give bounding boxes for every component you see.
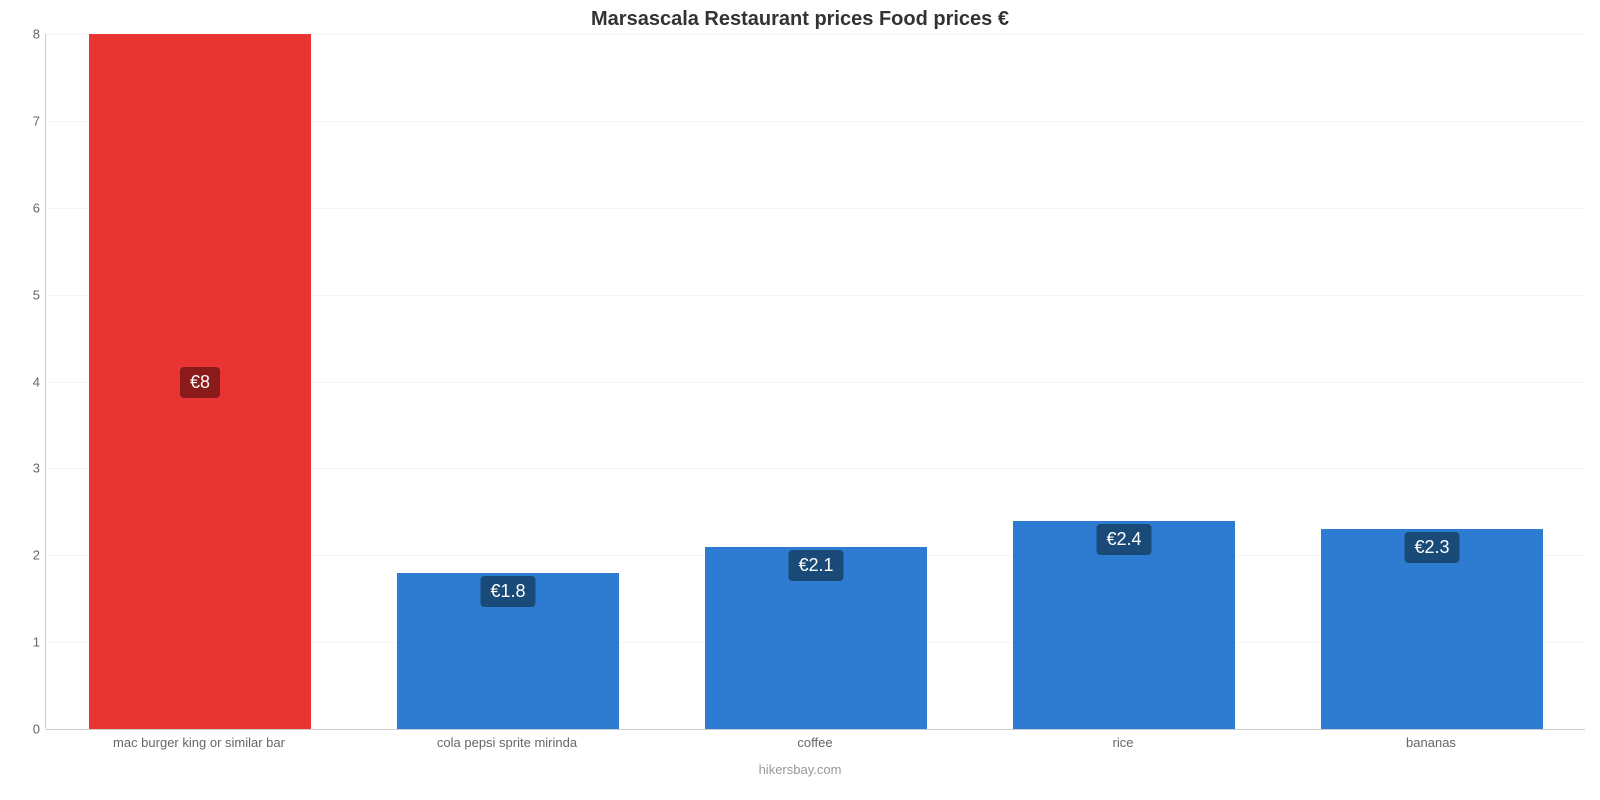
y-tick-label: 3 bbox=[10, 461, 40, 476]
chart-title: Marsascala Restaurant prices Food prices… bbox=[0, 8, 1600, 31]
x-tick-label: mac burger king or similar bar bbox=[45, 735, 353, 750]
y-tick-label: 8 bbox=[10, 27, 40, 42]
x-tick-label: coffee bbox=[661, 735, 969, 750]
price-chart: Marsascala Restaurant prices Food prices… bbox=[0, 0, 1600, 800]
y-tick-label: 0 bbox=[10, 722, 40, 737]
value-badge: €2.3 bbox=[1404, 532, 1459, 563]
y-tick-label: 1 bbox=[10, 635, 40, 650]
y-tick-label: 6 bbox=[10, 200, 40, 215]
y-tick-label: 7 bbox=[10, 113, 40, 128]
y-tick-label: 4 bbox=[10, 374, 40, 389]
x-tick-label: rice bbox=[969, 735, 1277, 750]
value-badge: €2.1 bbox=[788, 550, 843, 581]
price-bar: €1.8 bbox=[397, 573, 619, 729]
y-tick-label: 5 bbox=[10, 287, 40, 302]
value-badge: €1.8 bbox=[480, 576, 535, 607]
price-bar: €2.3 bbox=[1321, 529, 1543, 729]
price-bar: €2.1 bbox=[705, 547, 927, 729]
x-axis-baseline bbox=[46, 729, 1585, 730]
x-tick-label: bananas bbox=[1277, 735, 1585, 750]
price-bar: €8 bbox=[89, 34, 311, 729]
value-badge: €2.4 bbox=[1096, 524, 1151, 555]
chart-attribution: hikersbay.com bbox=[0, 762, 1600, 777]
price-bar: €2.4 bbox=[1013, 521, 1235, 730]
plot-area: €8 €1.8 €2.1 €2.4 €2.3 bbox=[45, 34, 1585, 729]
value-badge: €8 bbox=[180, 367, 220, 398]
x-tick-label: cola pepsi sprite mirinda bbox=[353, 735, 661, 750]
y-tick-label: 2 bbox=[10, 548, 40, 563]
